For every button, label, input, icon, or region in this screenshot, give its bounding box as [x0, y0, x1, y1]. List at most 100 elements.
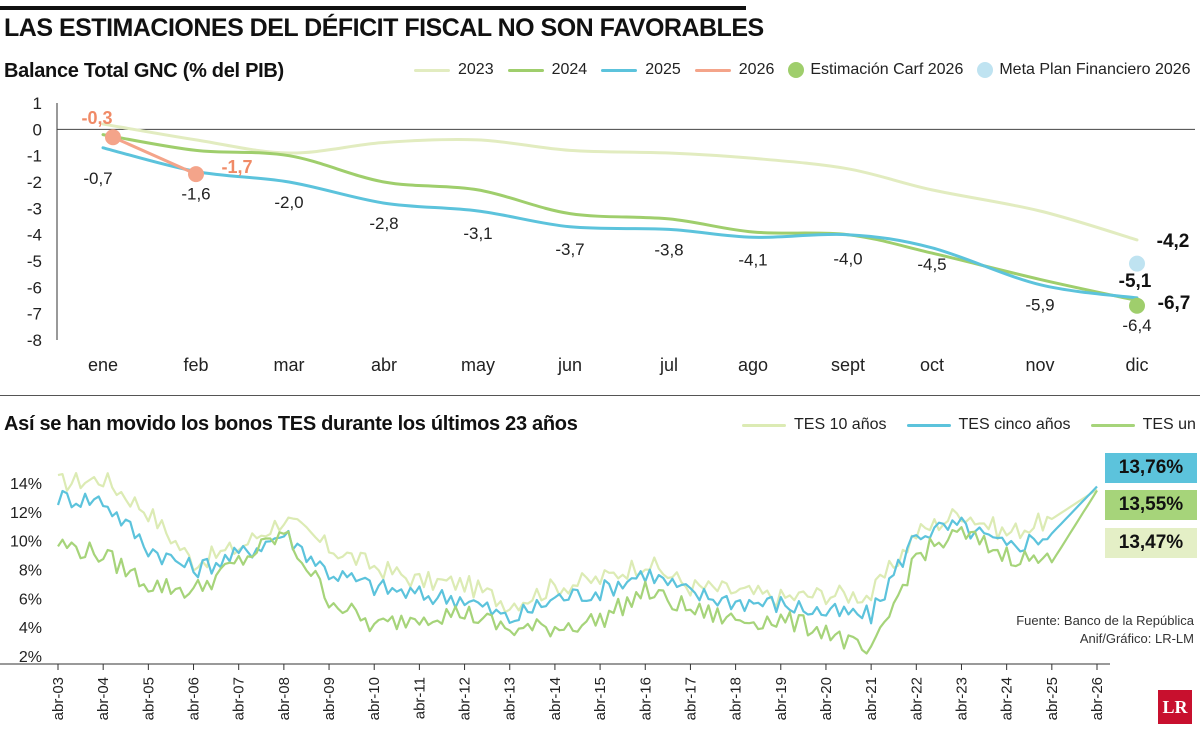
chart1-label-2025: -5,9 — [1025, 296, 1054, 315]
badge-tes-cinco: 13,76% — [1105, 453, 1197, 483]
chart1-label-2025: -3,7 — [555, 240, 584, 259]
chart1-ytick-label: 1 — [33, 94, 42, 113]
legend-item-meta: Meta Plan Financiero 2026 — [977, 61, 1191, 79]
chart2-ytick-label: 8% — [19, 563, 42, 580]
chart2-line-tes-10 — [57, 472, 1098, 614]
legend-item-tes1: TES un año — [1090, 416, 1200, 434]
chart1-label-2025: -2,0 — [274, 193, 303, 212]
chart1-line-2024 — [101, 133, 1139, 302]
legend-swatch-2025 — [601, 68, 638, 72]
chart2-ytick-label: 4% — [19, 620, 42, 637]
chart1-ytick-label: -3 — [27, 199, 42, 218]
chart1-xtick-label: dic — [1125, 355, 1148, 375]
chart1-ytick-label: -6 — [27, 278, 42, 297]
page-title: LAS ESTIMACIONES DEL DÉFICIT FISCAL NO S… — [4, 14, 764, 42]
legend-swatch-tes5 — [906, 423, 951, 427]
chart1-label-2026: -1,7 — [221, 157, 252, 177]
chart2-xtick-label: abr-23 — [953, 677, 970, 720]
chart1-xtick-label: mar — [274, 355, 305, 375]
chart1-ytick-label: -7 — [27, 305, 42, 324]
chart2-line-tes-uno — [57, 490, 1098, 655]
legend-label-tes10: TES 10 años — [794, 416, 887, 433]
chart2-xtick-label: abr-07 — [231, 677, 248, 720]
chart1-ytick-label: -1 — [27, 147, 42, 166]
chart2-xtick-label: abr-18 — [728, 677, 745, 720]
legend-label-2023: 2023 — [458, 61, 494, 78]
chart1-xtick-label: nov — [1025, 355, 1054, 375]
legend-dot-carf — [788, 62, 805, 78]
legend-dot-meta — [977, 62, 994, 78]
chart2-ytick-label: 12% — [10, 505, 42, 522]
chart2-xtick-label: abr-21 — [863, 677, 880, 720]
chart2-xtick-label: abr-11 — [411, 677, 428, 719]
chart2-xtick-label: abr-09 — [321, 677, 338, 720]
chart1-ytick-label: 0 — [33, 120, 42, 139]
chart1-label-meta: -5,1 — [1119, 271, 1152, 292]
chart1-label-2025: -0,7 — [83, 169, 112, 188]
chart1-ytick-label: -5 — [27, 252, 42, 271]
chart1-line-2026 — [112, 135, 197, 176]
chart2-xtick-label: abr-15 — [592, 677, 609, 720]
chart1-xtick-label: oct — [920, 355, 944, 375]
chart1-label-2025: -2,8 — [369, 214, 398, 233]
chart2-xtick-label: abr-25 — [1044, 677, 1061, 720]
chart1-label-2025: -4,5 — [917, 255, 946, 274]
chart2-ytick-label: 10% — [10, 534, 42, 551]
chart2-xtick-label: abr-10 — [366, 677, 383, 720]
chart1-legend: 2023 2024 2025 2026 Estimación Carf 2026… — [400, 61, 1191, 79]
chart2-xtick-label: abr-24 — [999, 677, 1016, 720]
chart2-xtick-label: abr-05 — [140, 677, 157, 720]
lr-logo: LR — [1158, 690, 1192, 724]
chart1-xtick-label: ene — [88, 355, 118, 375]
chart2-line-tes-cinco — [56, 485, 1098, 625]
chart2-xtick-label: abr-14 — [547, 677, 564, 720]
chart1-xtick-label: may — [461, 355, 495, 375]
legend-item-2026: 2026 — [694, 61, 774, 79]
top-rule — [0, 6, 746, 10]
chart1-ytick-label: -4 — [27, 226, 42, 245]
chart2-legend: TES 10 años TES cinco años TES un año — [722, 416, 1200, 434]
legend-item-2023: 2023 — [414, 61, 494, 79]
legend-label-carf: Estimación Carf 2026 — [810, 61, 964, 78]
legend-item-tes10: TES 10 años — [742, 416, 887, 434]
legend-label-meta: Meta Plan Financiero 2026 — [999, 61, 1191, 78]
legend-item-2024: 2024 — [507, 61, 587, 79]
legend-swatch-2024 — [507, 68, 544, 72]
source-text: Fuente: Banco de la República — [1016, 613, 1194, 628]
chart1-label-2025: -1,6 — [181, 184, 210, 203]
chart1-xtick-label: sept — [831, 355, 865, 375]
chart1-xtick-label: feb — [183, 355, 208, 375]
chart1-label-2025: -4,1 — [738, 250, 767, 269]
legend-item-2025: 2025 — [601, 61, 681, 79]
chart1-point-meta — [1129, 255, 1145, 272]
chart2-xtick-label: abr-17 — [682, 677, 699, 720]
chart2-xtick-label: abr-19 — [773, 677, 790, 720]
chart1-line-2025 — [101, 146, 1139, 300]
chart2-xtick-label: abr-16 — [637, 677, 654, 720]
credit-text: Anif/Gráfico: LR-LM — [1079, 631, 1194, 646]
chart2-xtick-label: abr-22 — [908, 677, 925, 720]
chart1-point-2026 — [105, 129, 121, 146]
chart2-xtick-label: abr-13 — [502, 677, 519, 720]
chart1-label-2025: -3,8 — [654, 240, 683, 259]
chart2-ytick-label: 14% — [10, 476, 42, 493]
chart1-label-2023-end: -4,2 — [1157, 231, 1190, 252]
chart1-xtick-label: abr — [371, 355, 397, 375]
chart1-xtick-label: jun — [557, 355, 582, 375]
legend-swatch-2023 — [414, 68, 450, 72]
chart1-label-2025: -6,4 — [1122, 316, 1151, 335]
legend-label-tes5: TES cinco años — [958, 416, 1071, 433]
badge-tes-uno: 13,47% — [1105, 528, 1197, 558]
chart2-xtick-label: abr-08 — [276, 677, 293, 720]
chart2-xtick-label: abr-03 — [50, 677, 67, 720]
chart2-title: Así se han movido los bonos TES durante … — [4, 413, 578, 435]
chart1-ytick-label: -2 — [27, 173, 42, 192]
legend-label-2025: 2025 — [645, 61, 681, 78]
chart1-point-carf — [1129, 297, 1145, 314]
badge-tes-10: 13,55% — [1105, 490, 1197, 520]
legend-swatch-2026 — [694, 68, 731, 72]
chart1-xtick-label: ago — [738, 355, 768, 375]
chart1-ytick-label: -8 — [27, 331, 42, 350]
chart2-xtick-label: abr-20 — [818, 677, 835, 720]
legend-swatch-tes10 — [742, 423, 786, 427]
